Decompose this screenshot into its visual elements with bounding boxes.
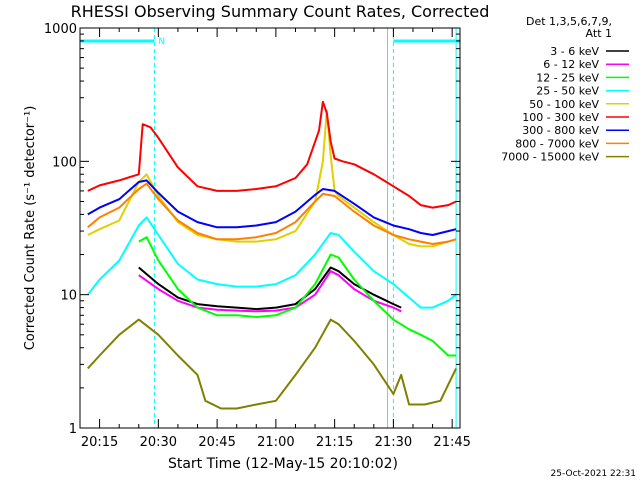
- legend-label-5: 100 - 300 keV: [522, 111, 599, 124]
- y-tick-label-0: 1: [69, 422, 77, 437]
- legend-label-3: 25 - 50 keV: [536, 85, 599, 98]
- y-tick-label-3: 1000: [44, 22, 77, 37]
- timestamp: 25-Oct-2021 22:31: [551, 469, 636, 479]
- legend-label-2: 12 - 25 keV: [536, 71, 599, 84]
- legend-header-1: Att 1: [586, 27, 612, 40]
- series-line-6: [87, 179, 457, 236]
- series-line-8: [87, 318, 457, 410]
- x-tick-label-0: 20:15: [81, 435, 118, 450]
- legend-label-4: 50 - 100 keV: [529, 98, 599, 111]
- legend-label-8: 7000 - 15000 keV: [501, 151, 599, 164]
- x-tick-label-3: 21:00: [257, 435, 294, 450]
- legend-header-0: Det 1,3,5,6,7,9,: [526, 15, 612, 28]
- x-tick-label-5: 21:30: [375, 435, 412, 450]
- series-line-5: [87, 100, 457, 209]
- x-tick-label-1: 20:30: [140, 435, 177, 450]
- legend-label-6: 300 - 800 keV: [522, 124, 599, 137]
- series-line-3: [87, 216, 457, 309]
- chart-title: RHESSI Observing Summary Count Rates, Co…: [71, 2, 490, 21]
- x-tick-label-2: 20:45: [198, 435, 235, 450]
- series-line-1: [138, 270, 402, 313]
- x-axis-label: Start Time (12-May-15 20:10:02): [168, 456, 398, 472]
- y-tick-label-1: 10: [60, 289, 77, 304]
- plot-frame: [79, 27, 461, 429]
- series-line-2: [138, 236, 457, 357]
- legend-label-0: 3 - 6 keV: [550, 45, 599, 58]
- x-tick-label-4: 21:15: [316, 435, 353, 450]
- y-tick-label-2: 100: [52, 155, 77, 170]
- series-line-7: [87, 182, 457, 245]
- y-axis-label: Corrected Count Rate (s⁻¹ detector⁻¹): [23, 106, 38, 351]
- legend-label-1: 6 - 12 keV: [543, 58, 599, 71]
- series-layer: [87, 100, 457, 410]
- x-tick-label-6: 21:45: [433, 435, 470, 450]
- axis-layer: 1 10 100 1000 20:15 20:30 20:45 21:00 21:15 21:30…: [44, 22, 471, 450]
- night-annotation: N: [158, 37, 165, 47]
- legend-label-7: 800 - 7000 keV: [515, 137, 599, 150]
